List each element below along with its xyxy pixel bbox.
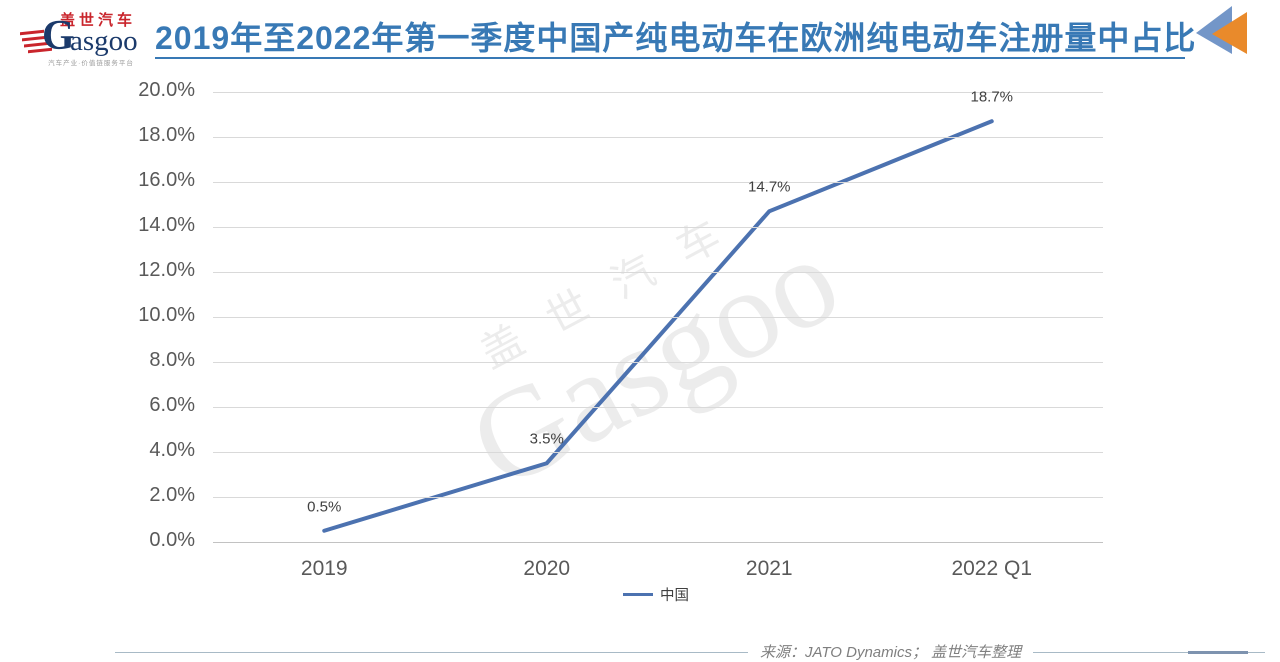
y-axis-tick-label: 16.0% — [138, 169, 195, 191]
gridline — [213, 542, 1103, 543]
y-axis-tick-label: 18.0% — [138, 124, 195, 146]
page-title: 2019年至2022年第一季度中国产纯电动车在欧洲纯电动车注册量中占比 — [155, 20, 1197, 56]
footer-divider-accent — [1188, 651, 1248, 654]
y-axis-tick-label: 8.0% — [149, 349, 195, 371]
y-axis-tick-label: 12.0% — [138, 259, 195, 281]
y-axis-tick-label: 6.0% — [149, 394, 195, 416]
x-axis-tick-label: 2022 Q1 — [951, 557, 1033, 580]
footer-divider-line — [115, 652, 1265, 653]
logo-brand-cn: 盖世汽车 — [60, 12, 137, 29]
legend-label-china: 中国 — [660, 588, 689, 604]
logo-letter-g: G — [42, 13, 75, 59]
y-axis-tick-label: 0.0% — [149, 529, 195, 551]
gridline — [213, 497, 1103, 498]
gridline — [213, 317, 1103, 318]
data-point-label: 18.7% — [970, 88, 1014, 106]
legend-line-swatch — [623, 592, 653, 597]
title-underline — [155, 57, 1185, 59]
gridline — [213, 452, 1103, 453]
x-axis-tick-label: 2021 — [745, 557, 793, 580]
x-axis-tick-label: 2020 — [523, 557, 571, 580]
gridline — [213, 272, 1103, 273]
gridline — [213, 182, 1103, 183]
gridline — [213, 227, 1103, 228]
gasgoo-logo: 盖世汽车 G asgoo 汽车产业·价值链服务平台 — [18, 7, 143, 67]
data-point-label: 3.5% — [529, 430, 564, 448]
y-axis-tick-label: 20.0% — [138, 79, 195, 101]
logo-tagline: 汽车产业·价值链服务平台 — [48, 60, 134, 67]
y-axis-tick-label: 2.0% — [149, 484, 195, 506]
data-point-label: 0.5% — [307, 498, 342, 516]
source-note: 来源：JATO Dynamics； 盖世汽车整理 — [748, 641, 1034, 662]
logo-brand-en: asgoo — [70, 25, 138, 57]
data-point-label: 14.7% — [747, 178, 791, 196]
legend: 中国 — [623, 584, 689, 605]
y-axis-tick-label: 10.0% — [138, 304, 195, 326]
gridline — [213, 362, 1103, 363]
y-axis-tick-label: 4.0% — [149, 439, 195, 461]
gridline — [213, 407, 1103, 408]
y-axis-tick-label: 14.0% — [138, 214, 195, 236]
double-triangle-left-icon — [1196, 6, 1247, 54]
gridline — [213, 92, 1103, 93]
gridline — [213, 137, 1103, 138]
x-axis-tick-label: 2019 — [300, 557, 348, 580]
